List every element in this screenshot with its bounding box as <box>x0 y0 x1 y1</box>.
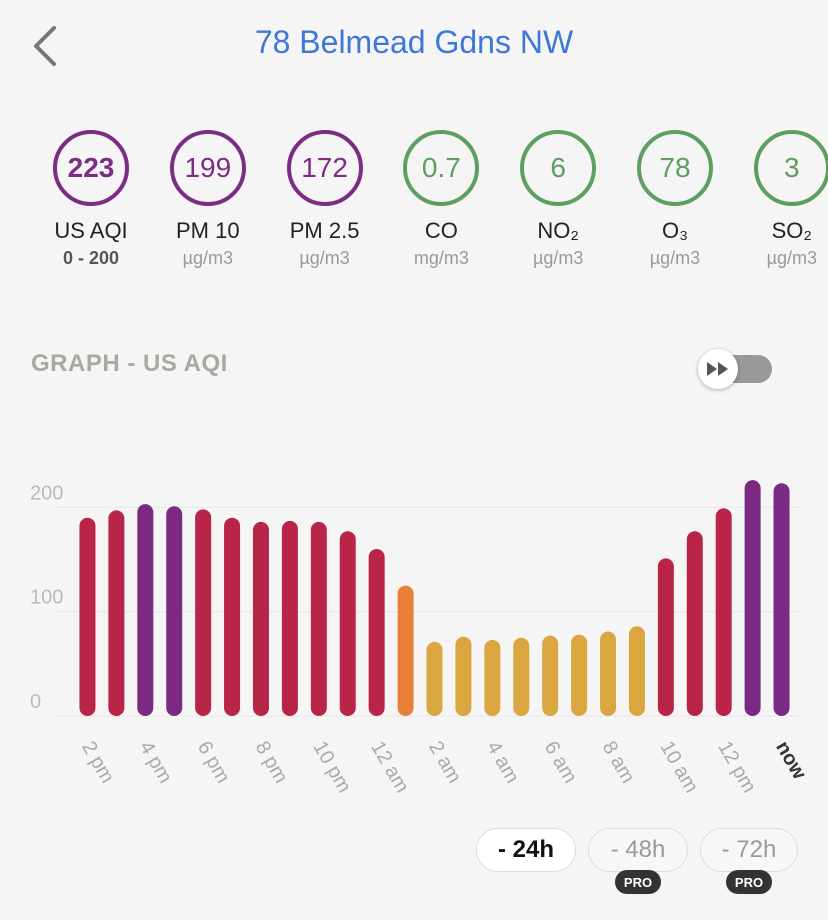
bar <box>628 626 645 716</box>
bar <box>108 510 125 716</box>
pollutant: 3 SO₂ µg/m3 <box>732 130 828 269</box>
x-tick-label: 8 am <box>598 738 639 788</box>
pollutant: 172 PM 2.5 µg/m3 <box>265 130 385 269</box>
pollutant-unit: µg/m3 <box>649 248 701 268</box>
bar <box>224 517 241 716</box>
y-tick-label: 200 <box>30 482 63 504</box>
bar <box>600 631 617 716</box>
pollutant-name: O₃ <box>661 218 689 243</box>
bar <box>195 509 212 716</box>
pollutant: 199 PM 10 µg/m3 <box>148 130 268 269</box>
x-tick-label: 12 am <box>366 738 413 797</box>
pollutant-value: 3 <box>753 130 828 206</box>
bar <box>686 531 703 716</box>
pollutant-unit: mg/m3 <box>413 248 469 268</box>
pollutant-name: NO₂ <box>537 218 579 243</box>
bar <box>137 504 154 716</box>
bar <box>281 520 298 716</box>
pollutant-name: CO <box>424 218 458 243</box>
bar <box>252 521 269 716</box>
bar <box>310 521 327 716</box>
y-tick-label: 100 <box>30 587 63 609</box>
pollutant-unit: µg/m3 <box>532 248 584 268</box>
pollutant: 223 US AQI 0 - 200 <box>31 130 151 269</box>
x-tick-label: 4 pm <box>135 738 176 788</box>
bar <box>657 558 674 716</box>
bar <box>79 517 96 716</box>
bar <box>397 585 414 716</box>
pollutant-value: 6 <box>520 130 597 206</box>
range-button[interactable]: - 24h <box>476 828 576 872</box>
graph-title: GRAPH - US AQI <box>31 350 228 377</box>
pollutant-unit: µg/m3 <box>299 248 350 268</box>
bar <box>339 531 356 716</box>
bar <box>368 549 385 716</box>
back-arrow <box>34 26 56 66</box>
x-tick-label: now <box>771 738 810 784</box>
x-tick-label: 10 pm <box>308 738 355 797</box>
page-title: 78 Belmead Gdns NW <box>254 24 574 60</box>
bar <box>571 634 588 716</box>
y-tick-label: 0 <box>30 691 41 713</box>
range-button[interactable]: - 48h <box>588 828 688 872</box>
pollutant-value: 0.7 <box>403 130 480 206</box>
pollutant-unit: µg/m3 <box>182 248 233 268</box>
x-tick-label: 4 am <box>482 738 523 788</box>
toggle[interactable] <box>698 349 772 389</box>
fast-forward-icon <box>707 362 728 376</box>
pollutant-value: 199 <box>169 130 246 206</box>
pollutant-value: 223 <box>53 130 129 206</box>
range-button[interactable]: - 72h <box>700 828 798 872</box>
pollutant-range: 0 - 200 <box>62 248 120 268</box>
pro-badge: PRO <box>726 870 772 894</box>
x-tick-label: 6 pm <box>193 738 234 788</box>
x-tick-label: 8 pm <box>251 738 292 788</box>
chart: 0 100 200 2 pm 4 pm 6 pm 8 pm 10 pm 12 am 2 am 4 a… <box>30 480 810 797</box>
x-tick-label: 2 pm <box>77 738 118 788</box>
pollutant: 6 NO₂ µg/m3 <box>498 130 618 269</box>
bar <box>426 641 443 716</box>
bar <box>484 639 501 716</box>
toggle-knob <box>698 349 738 389</box>
pollutant-name: US AQI <box>54 218 128 243</box>
pollutant-name: SO₂ <box>771 218 812 243</box>
pollutant-unit: µg/m3 <box>766 248 817 268</box>
x-tick-label: 10 am <box>656 738 703 797</box>
x-tick-label: 6 am <box>540 738 581 788</box>
pollutant-value: 172 <box>286 130 363 206</box>
bar <box>715 508 732 716</box>
bar <box>744 480 761 716</box>
pollutant: 78 O₃ µg/m3 <box>615 130 735 269</box>
x-tick-label: 2 am <box>424 738 465 788</box>
bar <box>455 636 472 716</box>
bar <box>773 483 790 716</box>
pro-badge: PRO <box>615 870 661 894</box>
x-tick-label: 12 pm <box>713 738 760 797</box>
pollutant-value: 78 <box>637 130 713 206</box>
bar <box>542 635 559 716</box>
back-button[interactable] <box>28 24 62 68</box>
pollutant: 0.7 CO mg/m3 <box>381 130 501 269</box>
bar <box>166 506 183 716</box>
bar <box>513 637 530 716</box>
pollutant-name: PM 2.5 <box>289 218 360 243</box>
pollutant-name: PM 10 <box>176 218 240 243</box>
